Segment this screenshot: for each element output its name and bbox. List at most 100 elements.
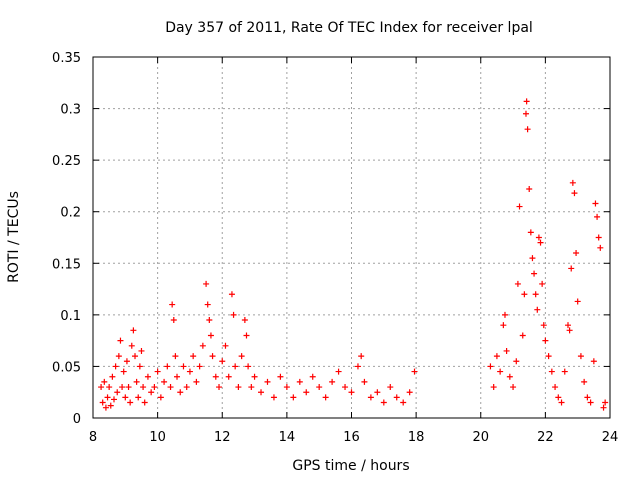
data-point [251,373,258,380]
data-point [513,358,520,365]
data-point [120,368,127,375]
data-point [564,322,571,329]
data-point [230,311,237,318]
data-point [270,394,277,401]
y-tick-label: 0 [73,412,81,427]
y-tick-label: 0.15 [52,257,81,272]
data-point [290,394,297,401]
data-point [367,394,374,401]
data-point [206,317,213,324]
data-point [117,337,124,344]
data-point [102,404,109,411]
data-point [122,394,129,401]
data-point [532,291,539,298]
data-point [161,378,168,385]
data-point [581,378,588,385]
data-point [99,399,106,406]
data-point [167,384,174,391]
data-point [104,394,111,401]
data-point [283,384,290,391]
data-point [207,332,214,339]
data-point [510,384,517,391]
data-point [348,389,355,396]
data-point [490,384,497,391]
data-point [144,373,151,380]
data-point [569,179,576,186]
data-point [487,363,494,370]
data-point [101,378,108,385]
data-point [232,363,239,370]
data-point [573,249,580,256]
data-point [500,322,507,329]
data-point [534,306,541,313]
data-point [264,378,271,385]
data-point [514,280,521,287]
data-point [523,98,530,105]
x-tick-label: 8 [89,430,97,445]
data-point [393,394,400,401]
y-tick-label: 0.1 [60,309,81,324]
x-tick-label: 12 [214,430,231,445]
data-point [566,327,573,334]
data-point [177,389,184,396]
data-point [503,347,510,354]
y-tick-label: 0.2 [60,206,81,221]
data-point [516,203,523,210]
data-point [506,373,513,380]
data-point [539,280,546,287]
data-point [222,342,229,349]
data-point [358,353,365,360]
data-point [361,378,368,385]
data-point [133,378,140,385]
data-point [169,301,176,308]
x-tick-label: 16 [343,430,360,445]
data-point [216,384,223,391]
data-point [98,384,105,391]
data-point [107,402,114,409]
x-axis-label: GPS time / hours [292,458,409,474]
y-tick-label: 0.35 [52,51,81,66]
data-point [322,394,329,401]
y-axis-label: ROTI / TECUs [6,191,22,283]
data-point [148,389,155,396]
data-point [590,358,597,365]
data-point [531,270,538,277]
data-point [522,110,529,117]
data-point [577,353,584,360]
data-point [248,384,255,391]
data-point [387,384,394,391]
data-point [235,384,242,391]
data-point [135,394,142,401]
data-point [316,384,323,391]
data-point [140,384,147,391]
data-point [587,399,594,406]
data-point [277,373,284,380]
data-point [123,358,130,365]
data-point [170,317,177,324]
data-point [183,384,190,391]
x-tick-label: 14 [279,430,296,445]
data-point [568,265,575,272]
data-point [493,353,500,360]
data-point [521,291,528,298]
data-point [125,384,132,391]
data-points [98,98,609,411]
data-point [555,394,562,401]
data-point [111,396,118,403]
data-point [128,342,135,349]
data-point [561,368,568,375]
data-point [245,363,252,370]
data-point [196,363,203,370]
data-point [127,399,134,406]
data-point [243,332,250,339]
data-point [157,394,164,401]
data-point [548,368,555,375]
data-point [552,384,559,391]
data-point [595,234,602,241]
data-point [537,239,544,246]
data-point [172,353,179,360]
data-point [106,384,113,391]
data-point [406,389,413,396]
